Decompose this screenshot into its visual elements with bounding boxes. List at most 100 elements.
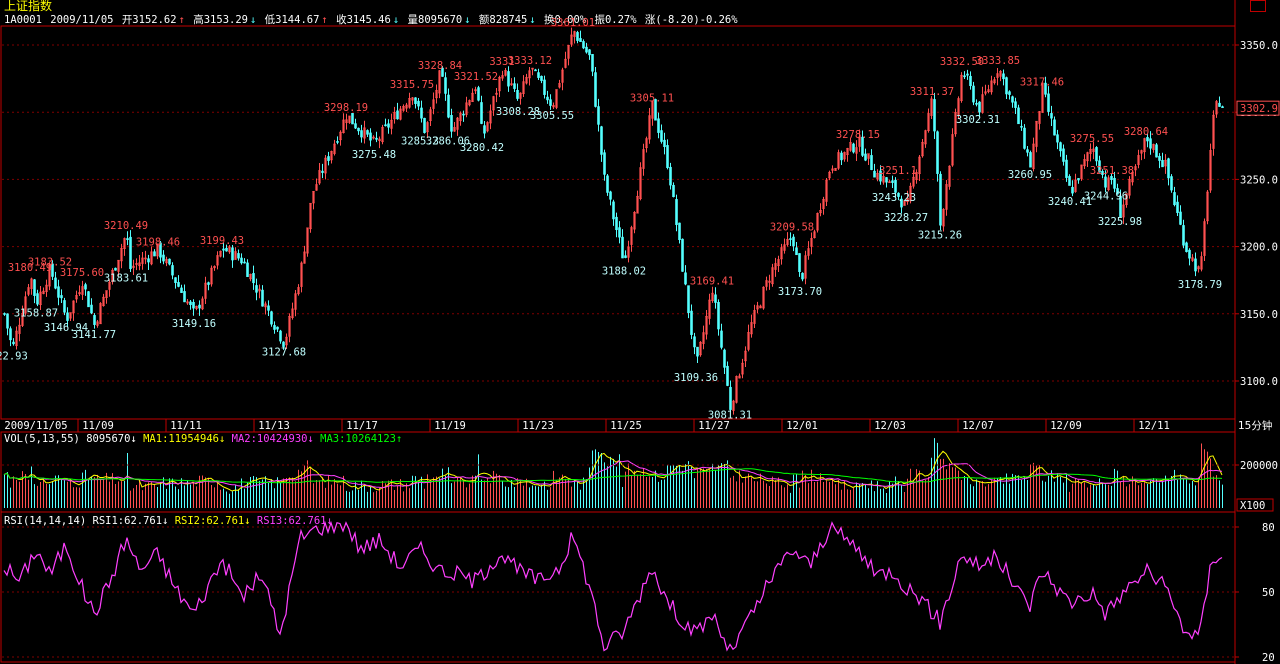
price-annotation: 3199.43 [200,235,244,247]
candle-body [516,89,519,99]
candle-body [279,330,282,342]
candle-body [1107,177,1110,191]
candle-body [306,227,309,254]
candle-series [3,27,1224,415]
candle-body [846,148,849,155]
close-icon[interactable] [1250,0,1266,12]
candle-body [936,131,939,174]
candle-body [1071,186,1074,194]
candle-body [1170,176,1173,191]
candle-body [1152,144,1155,150]
candle-body [600,126,603,155]
candle-body [1062,148,1065,162]
candle-body [27,287,30,295]
candle-body [630,227,633,245]
candle-body [768,280,771,283]
candle-body [525,77,528,84]
price-tick-label: 3150.0 [1240,309,1278,321]
candle-body [1050,113,1053,119]
candle-body [861,136,864,156]
candle-body [54,277,57,289]
panel-frames [0,0,1236,664]
candle-body [849,142,852,151]
candle-body [735,376,738,403]
candle-body [507,71,510,87]
candle-body [402,106,405,111]
candle-body [1140,150,1143,154]
candle-body [258,288,261,292]
rsi2-arrow: ↓ [244,515,251,527]
rsi-legend: RSI(14,14,14) RSI1:62.761↓ RSI2:62.761↓ … [4,515,333,527]
candle-body [198,304,201,309]
candle-body [825,179,828,202]
candle-body [576,32,579,41]
price-annotation: 3275.55 [1070,133,1114,145]
candle-body [822,199,825,209]
candle-body [948,165,951,187]
candle-body [498,76,501,92]
candle-body [63,300,66,313]
candle-body [162,254,165,262]
candle-body [1173,192,1176,206]
candle-body [1221,106,1224,108]
candle-body [1017,107,1020,125]
candle-body [924,130,927,145]
candle-body [807,248,810,256]
candle-body [366,130,369,135]
candle-body [72,300,75,314]
candle-body [912,176,915,187]
price-grid [2,44,1234,382]
price-annotation: 22.93 [0,350,28,362]
candle-body [213,266,216,269]
candle-body [729,386,732,410]
price-annotation: 3280.64 [1124,126,1168,138]
candle-body [492,96,495,111]
candle-body [765,280,768,287]
price-annotation: 3209.58 [770,222,814,234]
candle-body [762,286,765,309]
price-annotation: 3215.26 [918,229,962,241]
info-close-arrow: ↓ [392,14,400,26]
candle-body [222,248,225,251]
price-annotation: 3321.52 [454,71,498,83]
candle-body [123,238,126,249]
candle-body [636,195,639,214]
candle-body [648,115,651,140]
candle-body [900,198,903,208]
candle-body [1167,158,1170,179]
candle-body [690,310,693,335]
candle-body [1188,249,1191,259]
candle-body [90,304,93,314]
price-annotation: 3081.31 [708,410,752,422]
candle-body [945,184,948,210]
volume-ma3: MA3:10264123 [320,433,396,445]
candle-body [957,98,960,115]
candle-body [543,79,546,95]
candle-body [351,113,354,125]
candle-body [759,305,762,309]
candle-body [291,308,294,318]
candle-body [1056,134,1059,143]
candle-body [18,324,21,334]
window-title: 上证指数 [4,0,53,13]
candle-body [1146,137,1149,142]
candle-body [1185,242,1188,252]
rsi-panel-frame [0,511,1236,663]
candle-body [585,46,588,53]
candle-body [399,108,402,120]
candle-body [897,192,900,197]
candle-body [423,117,426,133]
price-annotation: 3228.27 [884,212,928,224]
candle-body [1086,152,1089,162]
candle-body [657,118,660,133]
price-annotation: 3298.19 [324,102,368,114]
candle-body [813,231,816,238]
candle-body [285,336,288,346]
price-annotation: 3180.49 [8,262,52,274]
candle-body [6,313,9,329]
candle-body [990,80,993,93]
candle-body [717,301,720,330]
candle-body [864,153,867,161]
price-annotation: 3280.42 [460,142,504,154]
